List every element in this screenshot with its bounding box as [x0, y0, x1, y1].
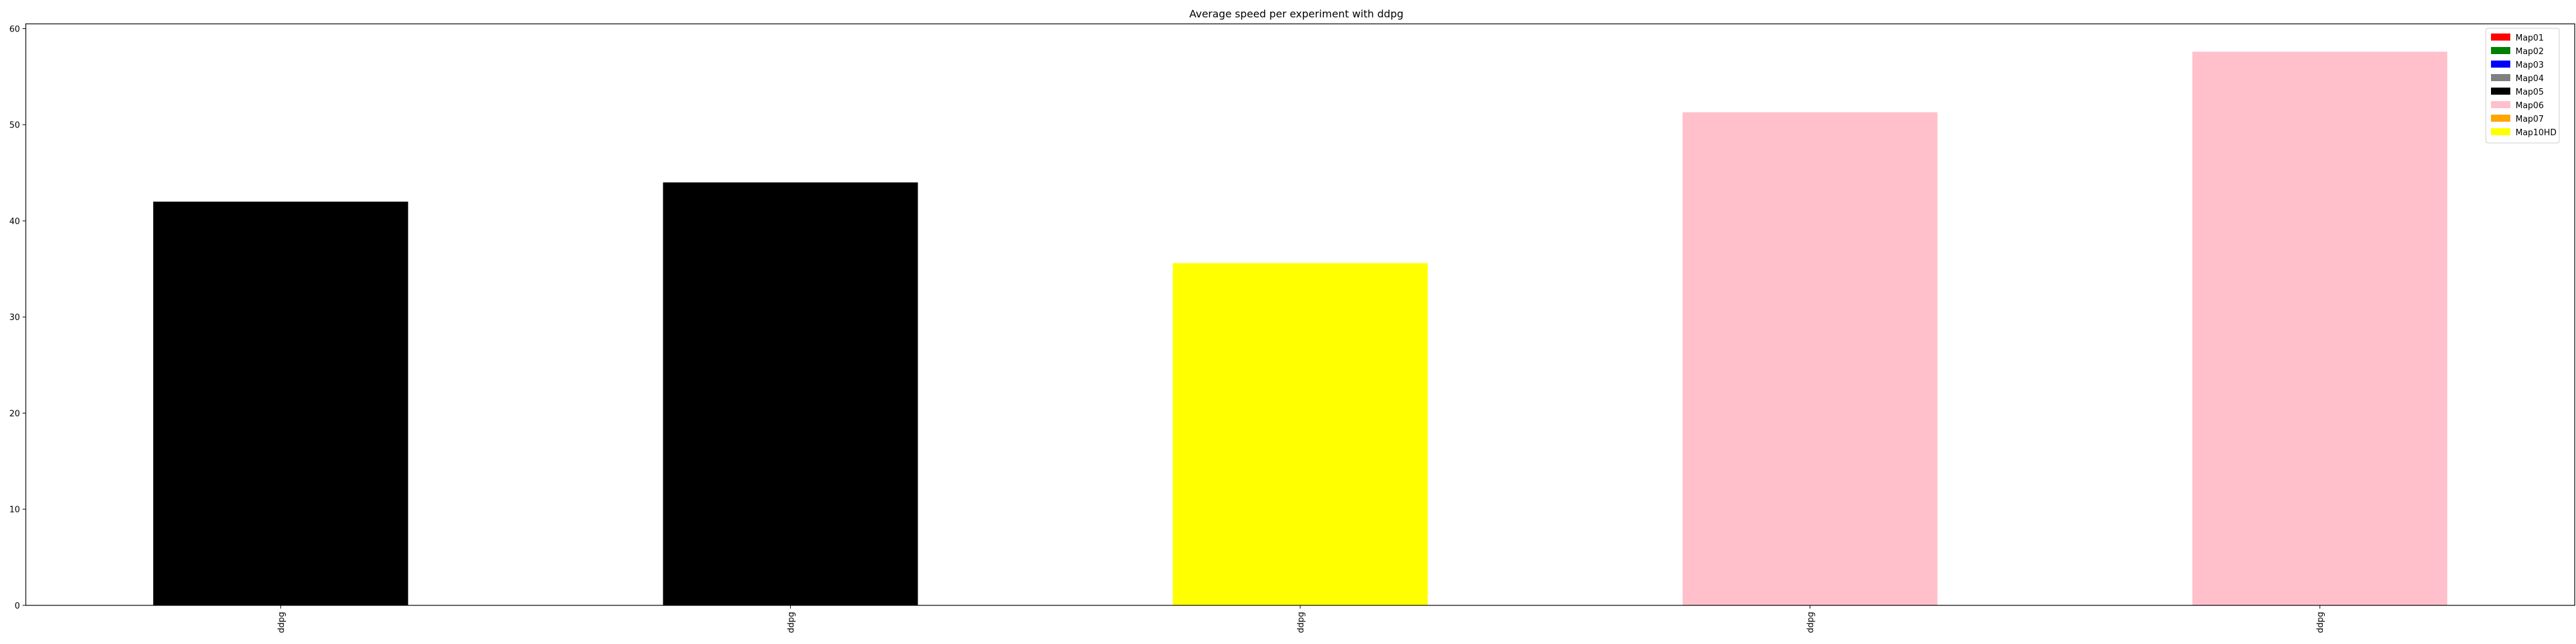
- y-axis: 0 10 20 30 40 50 60: [9, 24, 26, 611]
- y-tick-label: 20: [9, 409, 20, 419]
- bars: [153, 52, 2448, 606]
- legend-box: [2485, 28, 2560, 144]
- bar-1: [153, 202, 408, 605]
- legend-label: Map07: [2515, 115, 2544, 124]
- legend-swatch: [2491, 47, 2510, 54]
- legend-swatch: [2491, 88, 2510, 95]
- x-tick-label: ddpg: [1296, 612, 1306, 633]
- x-tick-label: ddpg: [277, 612, 287, 633]
- legend-label: Map03: [2515, 61, 2544, 70]
- legend-label: Map02: [2515, 47, 2544, 57]
- x-axis: ddpg ddpg ddpg ddpg ddpg: [277, 605, 2325, 633]
- plot-frame: [25, 23, 2575, 606]
- legend: Map01 Map02 Map03 Map04 Map05 Map06 Map07 Map10…: [2485, 28, 2560, 144]
- x-tick-label: ddpg: [1806, 612, 1816, 633]
- bar-4: [1682, 112, 1938, 606]
- legend-swatch: [2491, 61, 2510, 68]
- legend-label: Map06: [2515, 101, 2544, 111]
- legend-swatch: [2491, 33, 2510, 41]
- bar-5: [2192, 52, 2448, 605]
- chart-title: Average speed per experiment with ddpg: [1189, 8, 1404, 20]
- legend-label: Map01: [2515, 33, 2544, 43]
- legend-swatch: [2491, 128, 2510, 135]
- y-tick-label: 10: [9, 506, 20, 515]
- legend-swatch: [2491, 74, 2510, 81]
- legend-swatch: [2491, 115, 2510, 122]
- legend-label: Map05: [2515, 88, 2544, 97]
- bar-3: [1173, 263, 1428, 605]
- y-tick-label: 60: [9, 24, 20, 34]
- legend-label: Map10HD: [2515, 128, 2557, 138]
- x-tick-label: ddpg: [2316, 612, 2325, 633]
- y-tick-label: 40: [9, 217, 20, 227]
- legend-swatch: [2491, 101, 2510, 108]
- x-tick-label: ddpg: [786, 612, 796, 633]
- y-tick-label: 30: [9, 313, 20, 323]
- y-tick-label: 50: [9, 121, 20, 131]
- legend-label: Map04: [2515, 74, 2544, 84]
- bar-2: [663, 182, 918, 606]
- y-tick-label: 0: [15, 601, 20, 611]
